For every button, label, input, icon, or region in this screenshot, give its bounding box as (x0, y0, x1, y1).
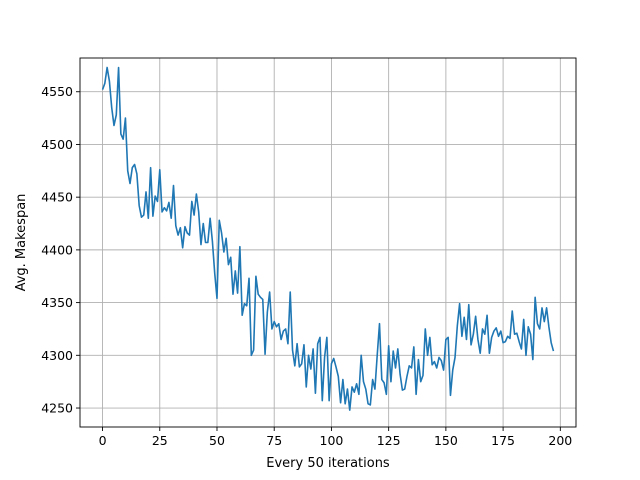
series-line (101, 66, 555, 411)
y-tick-label: 4550 (41, 84, 73, 99)
x-tick-label: 25 (152, 433, 168, 448)
x-axis-label: Every 50 iterations (266, 456, 390, 471)
y-tick-label: 4350 (41, 295, 73, 310)
y-tick-label: 4250 (41, 401, 73, 416)
x-tick-label: 0 (99, 433, 107, 448)
y-axis-label: Avg. Makespan (14, 194, 29, 292)
series-layer (101, 66, 555, 411)
x-tick-label: 175 (491, 433, 515, 448)
plot-frame (79, 57, 577, 428)
x-tick-label: 100 (320, 433, 344, 448)
x-tick-label: 50 (209, 433, 225, 448)
y-tick-label: 4500 (41, 137, 73, 152)
x-tick-label: 75 (266, 433, 282, 448)
y-tick-label: 4400 (41, 242, 73, 257)
x-tick-label: 150 (434, 433, 458, 448)
axis-ticks: 0 25 50 75 100 125 150 175 200 4250 4300 4350 4400 44… (41, 84, 572, 448)
x-tick-label: 125 (377, 433, 401, 448)
x-tick-label: 200 (548, 433, 572, 448)
grid-lines (80, 58, 576, 427)
y-tick-label: 4300 (41, 348, 73, 363)
y-tick-label: 4450 (41, 190, 73, 205)
